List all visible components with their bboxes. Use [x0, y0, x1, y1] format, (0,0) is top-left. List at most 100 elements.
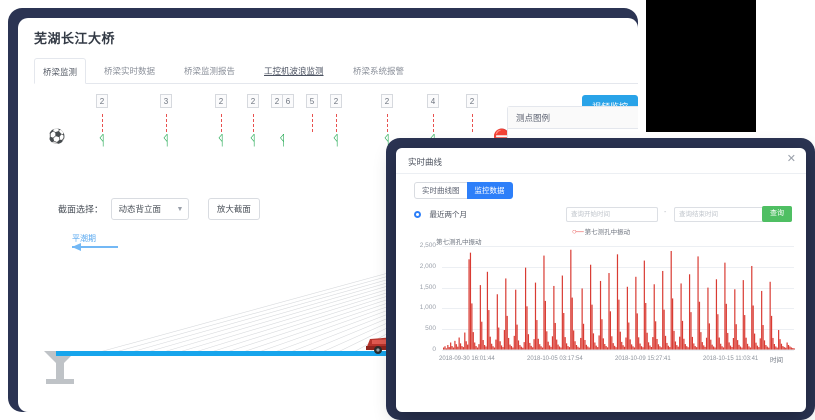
sensor-icon[interactable]: ᛩ: [331, 132, 341, 148]
chart-bar: [523, 342, 525, 350]
chart-bar: [609, 311, 612, 350]
chart-bar: [768, 347, 770, 350]
chart-bar: [568, 347, 571, 350]
chart-bar: [502, 347, 504, 350]
sensor-badge-group: 4: [427, 94, 439, 112]
modal-tab-1[interactable]: 监控数据: [466, 182, 513, 199]
chart-bar: [544, 300, 546, 350]
chart-bar: [754, 333, 756, 350]
chart-bar: [683, 338, 685, 350]
sensor-unit-0[interactable]: ⚽: [48, 94, 65, 143]
chart-bar: [647, 342, 650, 350]
chart-bar: [451, 346, 453, 350]
connector-dashed-line: [432, 114, 434, 132]
chart-bar: [662, 270, 664, 350]
close-icon[interactable]: ✕: [786, 153, 796, 165]
sensor-icon[interactable]: ᛩ: [382, 132, 392, 148]
sensor-icon[interactable]: ᛩ: [97, 132, 107, 148]
chart-bar: [663, 309, 665, 350]
tab-0[interactable]: 桥梁监测: [34, 58, 87, 84]
chart-bar: [722, 347, 725, 350]
chart-bar: [737, 340, 739, 350]
chart-bar: [513, 335, 515, 350]
section-select-dropdown[interactable]: 动态背立面 ▼: [111, 198, 190, 220]
chart-bar: [592, 333, 595, 350]
chart-bar: [598, 335, 600, 350]
modal-header: 实时曲线 ✕: [396, 148, 806, 174]
modal-filter-row: 最近两个月 查询开始时间 - 查询结束时间 查询: [414, 206, 792, 224]
chevron-down-icon: ▼: [176, 206, 184, 213]
sensor-unit-10[interactable]: 2: [466, 94, 478, 133]
chart-bar: [491, 343, 493, 350]
chart-bar: [516, 324, 518, 350]
bridge-sensor-icon[interactable]: ᛩ: [278, 132, 287, 148]
chart-bar: [499, 341, 501, 350]
chart-bar: [567, 346, 569, 350]
chart-bar: [633, 347, 636, 350]
tab-3[interactable]: 工控机波浪监测: [264, 66, 324, 76]
chart-bar: [526, 306, 528, 350]
sensor-badge-group: 2: [330, 94, 342, 112]
chart-bar: [571, 297, 573, 350]
chart-bar: [601, 319, 603, 350]
sensor-icon[interactable]: ᛩ: [161, 132, 171, 148]
chart-bar: [467, 344, 469, 350]
chart-bar: [676, 345, 678, 350]
chart-bar: [787, 345, 790, 350]
chart-bar: [530, 345, 532, 350]
sensor-unit-6[interactable]: 5: [306, 94, 318, 133]
series-legend-label: 第七测孔中振动: [584, 229, 631, 236]
chart-bar: [515, 289, 517, 350]
chart-bar: [595, 345, 597, 350]
chart-bar: [635, 276, 637, 350]
chart-bar: [632, 346, 634, 350]
chart-bar: [765, 345, 767, 350]
tab-1[interactable]: 桥梁实时数据: [104, 66, 156, 76]
chart-bar: [551, 336, 554, 350]
chart-bar: [556, 339, 558, 350]
gauge-icon[interactable]: ⚽: [48, 128, 66, 144]
chart-bar: [790, 347, 792, 350]
connector-dashed-line: [220, 114, 222, 132]
vibration-chart: 第七测孔中振动 0 500 1,000 1,500 2,000 2,500 2018-09…: [410, 236, 795, 384]
chart-bar: [527, 334, 530, 350]
end-time-input[interactable]: 查询结束时间: [674, 207, 766, 222]
sensor-icon[interactable]: ᛩ: [216, 132, 226, 148]
chart-bar: [752, 305, 754, 350]
chart-bar: [549, 345, 551, 350]
chart-bar: [560, 347, 562, 350]
chart-bar: [550, 346, 552, 350]
sensor-icon[interactable]: ᛩ: [248, 132, 258, 148]
chart-bar: [762, 325, 764, 350]
chart-bar: [650, 347, 653, 350]
chart-series-legend[interactable]: ○— 第七测孔中振动: [396, 226, 806, 236]
modal-title: 实时曲线: [408, 157, 443, 167]
x-tick-label: 2018-10-05 03:17:54: [527, 356, 583, 362]
chart-bar: [612, 343, 614, 350]
enlarge-section-button[interactable]: 放大截面: [207, 198, 260, 220]
chart-bar: [512, 347, 514, 350]
chart-bar: [696, 347, 698, 350]
chart-bar: [734, 289, 736, 350]
gridline: [442, 350, 794, 351]
chart-bar: [492, 346, 494, 350]
chart-bar: [705, 337, 708, 350]
section-select-value: 动态背立面: [118, 204, 161, 214]
tab-4[interactable]: 桥梁系统报警: [353, 66, 405, 76]
recent-two-months-radio[interactable]: [414, 211, 421, 219]
query-button[interactable]: 查询: [762, 206, 792, 222]
chart-bar: [698, 301, 701, 350]
chart-bar: [597, 347, 599, 350]
tab-2[interactable]: 桥梁监测报告: [184, 66, 236, 76]
modal-tab-0[interactable]: 实时曲线图: [414, 182, 468, 199]
start-time-input[interactable]: 查询开始时间: [566, 207, 658, 222]
chart-bar: [585, 344, 587, 350]
